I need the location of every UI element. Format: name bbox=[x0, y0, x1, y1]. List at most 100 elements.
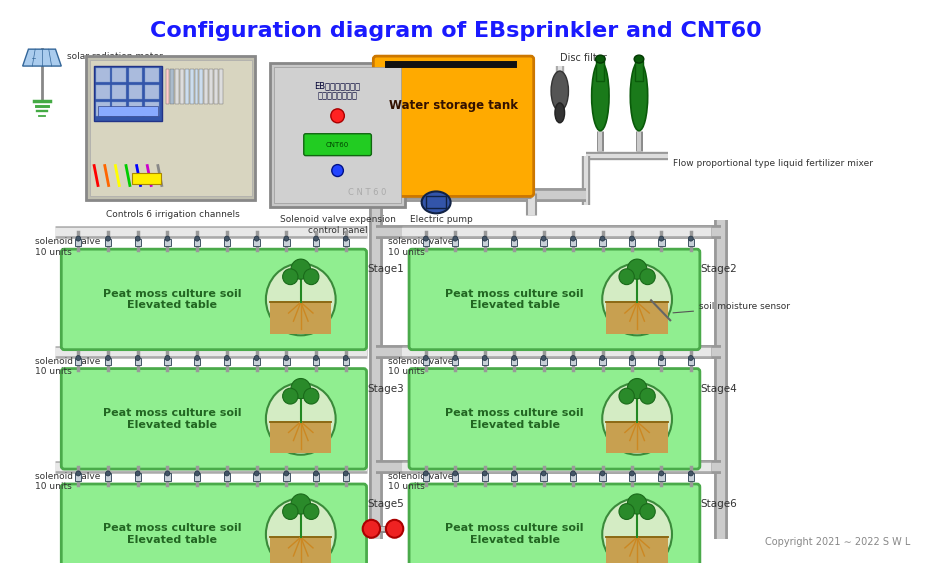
Text: solenoid valve
10 units: solenoid valve 10 units bbox=[388, 356, 453, 376]
Bar bbox=[597, 61, 604, 81]
Circle shape bbox=[105, 355, 110, 360]
Bar bbox=[452, 358, 459, 365]
Bar bbox=[423, 358, 429, 365]
Circle shape bbox=[511, 355, 517, 360]
Text: solenoid valve
10 units: solenoid valve 10 units bbox=[35, 356, 101, 376]
Circle shape bbox=[453, 355, 458, 360]
Circle shape bbox=[314, 355, 319, 360]
Bar bbox=[283, 358, 290, 365]
Text: Copyright 2021 ∼ 2022 S W L: Copyright 2021 ∼ 2022 S W L bbox=[764, 537, 910, 547]
Bar bbox=[190, 69, 194, 104]
Bar bbox=[606, 302, 667, 334]
Bar bbox=[164, 239, 171, 246]
Circle shape bbox=[283, 504, 298, 519]
Text: solenoid valve
10 units: solenoid valve 10 units bbox=[35, 237, 101, 257]
Text: solenoid valve
10 units: solenoid valve 10 units bbox=[388, 472, 453, 491]
Circle shape bbox=[331, 109, 344, 123]
Circle shape bbox=[453, 471, 458, 476]
Circle shape bbox=[659, 355, 664, 360]
Text: Disc filter: Disc filter bbox=[560, 53, 606, 63]
Bar bbox=[688, 473, 694, 481]
Ellipse shape bbox=[596, 55, 605, 63]
Bar bbox=[570, 239, 576, 246]
Circle shape bbox=[640, 504, 655, 519]
Bar bbox=[96, 85, 110, 99]
Bar bbox=[570, 358, 576, 365]
Bar bbox=[254, 473, 259, 481]
Bar bbox=[194, 239, 200, 246]
Bar bbox=[452, 239, 459, 246]
Bar bbox=[342, 473, 349, 481]
Circle shape bbox=[343, 355, 348, 360]
Bar bbox=[688, 358, 694, 365]
Bar bbox=[129, 102, 143, 116]
Bar bbox=[224, 473, 230, 481]
Bar bbox=[283, 239, 290, 246]
Bar bbox=[113, 85, 126, 99]
Bar bbox=[481, 239, 488, 246]
FancyBboxPatch shape bbox=[304, 134, 371, 156]
Circle shape bbox=[627, 494, 647, 514]
Ellipse shape bbox=[555, 103, 565, 123]
Circle shape bbox=[619, 269, 634, 285]
Bar bbox=[209, 69, 213, 104]
FancyBboxPatch shape bbox=[61, 368, 367, 469]
Circle shape bbox=[76, 471, 81, 476]
Circle shape bbox=[284, 355, 289, 360]
Circle shape bbox=[659, 471, 664, 476]
Circle shape bbox=[630, 355, 635, 360]
Circle shape bbox=[571, 236, 575, 241]
Circle shape bbox=[304, 388, 319, 404]
Circle shape bbox=[423, 355, 429, 360]
Text: Controls 6 irrigation channels: Controls 6 irrigation channels bbox=[106, 210, 241, 219]
Bar bbox=[423, 473, 429, 481]
Text: Peat moss culture soil
Elevated table: Peat moss culture soil Elevated table bbox=[102, 523, 242, 545]
Bar bbox=[105, 239, 111, 246]
Circle shape bbox=[304, 504, 319, 519]
Bar bbox=[219, 69, 223, 104]
Bar bbox=[313, 473, 320, 481]
Circle shape bbox=[195, 471, 199, 476]
Text: Configuration diagram of EBsprinkler and CNT60: Configuration diagram of EBsprinkler and… bbox=[149, 21, 761, 41]
Circle shape bbox=[225, 236, 229, 241]
Bar bbox=[270, 422, 332, 453]
Bar bbox=[629, 473, 635, 481]
Bar bbox=[146, 102, 159, 116]
Bar bbox=[254, 358, 259, 365]
FancyBboxPatch shape bbox=[94, 66, 162, 121]
Circle shape bbox=[135, 471, 140, 476]
FancyBboxPatch shape bbox=[409, 368, 700, 469]
Bar bbox=[570, 473, 576, 481]
Bar bbox=[481, 358, 488, 365]
Circle shape bbox=[600, 236, 605, 241]
FancyBboxPatch shape bbox=[409, 249, 700, 350]
Text: Stage3: Stage3 bbox=[368, 384, 404, 394]
Bar bbox=[600, 473, 605, 481]
Text: Stage1: Stage1 bbox=[368, 264, 404, 274]
Circle shape bbox=[135, 355, 140, 360]
Bar bbox=[283, 473, 290, 481]
Bar bbox=[134, 358, 141, 365]
Circle shape bbox=[283, 388, 298, 404]
Circle shape bbox=[541, 471, 546, 476]
Circle shape bbox=[314, 471, 319, 476]
Bar bbox=[423, 239, 429, 246]
Bar bbox=[146, 85, 159, 99]
Circle shape bbox=[165, 355, 170, 360]
Text: Flow proportional type liquid fertilizer mixer: Flow proportional type liquid fertilizer… bbox=[673, 159, 873, 168]
Circle shape bbox=[195, 236, 199, 241]
Circle shape bbox=[314, 236, 319, 241]
Bar bbox=[254, 239, 259, 246]
Text: CNT60: CNT60 bbox=[326, 142, 349, 148]
Bar bbox=[511, 473, 517, 481]
Bar bbox=[313, 358, 320, 365]
Bar bbox=[75, 473, 82, 481]
Bar bbox=[146, 68, 159, 82]
Bar bbox=[175, 69, 180, 104]
FancyBboxPatch shape bbox=[373, 56, 534, 196]
Circle shape bbox=[165, 471, 170, 476]
Circle shape bbox=[482, 471, 487, 476]
Bar bbox=[194, 358, 200, 365]
Bar bbox=[635, 61, 643, 81]
Text: Solenoid valve expension
control panel: Solenoid valve expension control panel bbox=[279, 215, 396, 235]
